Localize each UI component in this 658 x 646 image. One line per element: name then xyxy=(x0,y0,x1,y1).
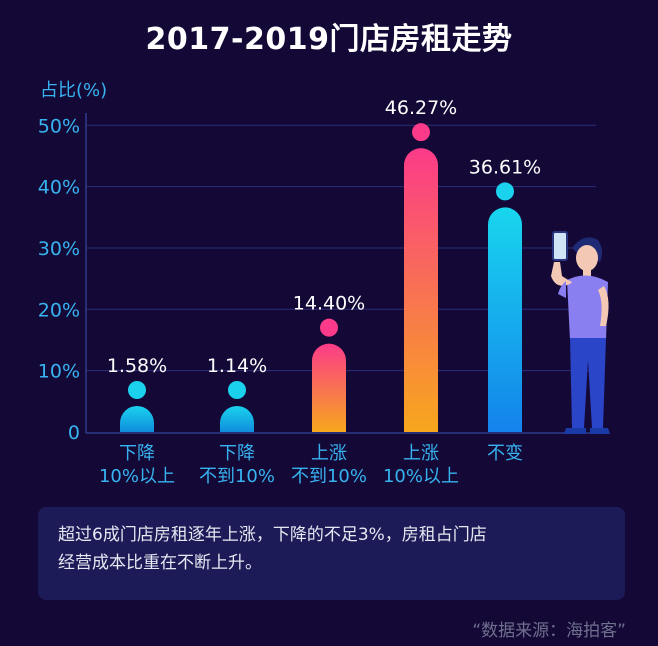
y-axis-label: 占比(%) xyxy=(40,80,108,101)
bar-2 xyxy=(312,343,346,432)
y-tick-label: 10% xyxy=(38,361,80,383)
category-label-4-0: 不变 xyxy=(487,443,523,464)
bar-head-dot-3 xyxy=(412,123,430,142)
value-label-0: 1.58% xyxy=(107,355,167,377)
y-tick-label: 50% xyxy=(38,115,80,137)
category-label-0-0: 下降 xyxy=(119,443,155,464)
value-label-3: 46.27% xyxy=(385,97,457,119)
y-tick-label: 30% xyxy=(38,238,80,260)
bar-head-dot-2 xyxy=(320,318,338,337)
category-label-3-0: 上涨 xyxy=(403,443,439,464)
bar-4 xyxy=(488,207,522,432)
data-source: “数据来源：海拍客” xyxy=(472,621,626,641)
y-tick-label: 40% xyxy=(38,177,80,199)
bar-head-dot-1 xyxy=(228,381,246,399)
summary-note-line-2: 经营成本比重在不断上升。 xyxy=(58,553,262,573)
category-label-2-0: 上涨 xyxy=(311,443,347,464)
category-label-3-1: 10%以上 xyxy=(383,466,459,487)
y-tick-label: 20% xyxy=(38,299,80,321)
value-label-1: 1.14% xyxy=(207,355,267,377)
bar-0 xyxy=(120,406,154,432)
bar-1 xyxy=(220,406,254,432)
person-holding-phone-illustration xyxy=(551,231,610,434)
category-label-1-0: 下降 xyxy=(219,443,255,464)
bar-head-dot-0 xyxy=(128,381,146,399)
category-label-0-1: 10%以上 xyxy=(99,466,175,487)
value-label-4: 36.61% xyxy=(469,156,541,178)
category-label-1-1: 不到10% xyxy=(199,466,275,487)
value-label-2: 14.40% xyxy=(293,293,365,315)
y-tick-label: 0 xyxy=(68,422,80,444)
bar-chart: 010%20%30%40%50%1.58%下降10%以上1.14%下降不到10%… xyxy=(38,97,610,487)
category-label-2-1: 不到10% xyxy=(291,466,367,487)
summary-note: 超过6成门店房租逐年上涨，下降的不足3%，房租占门店 经营成本比重在不断上升。 xyxy=(38,507,625,600)
bar-3 xyxy=(404,148,438,432)
bar-head-dot-4 xyxy=(496,182,514,201)
chart-title: 2017-2019门店房租走势 xyxy=(145,22,513,57)
summary-note-line-1: 超过6成门店房租逐年上涨，下降的不足3%，房租占门店 xyxy=(58,525,487,545)
